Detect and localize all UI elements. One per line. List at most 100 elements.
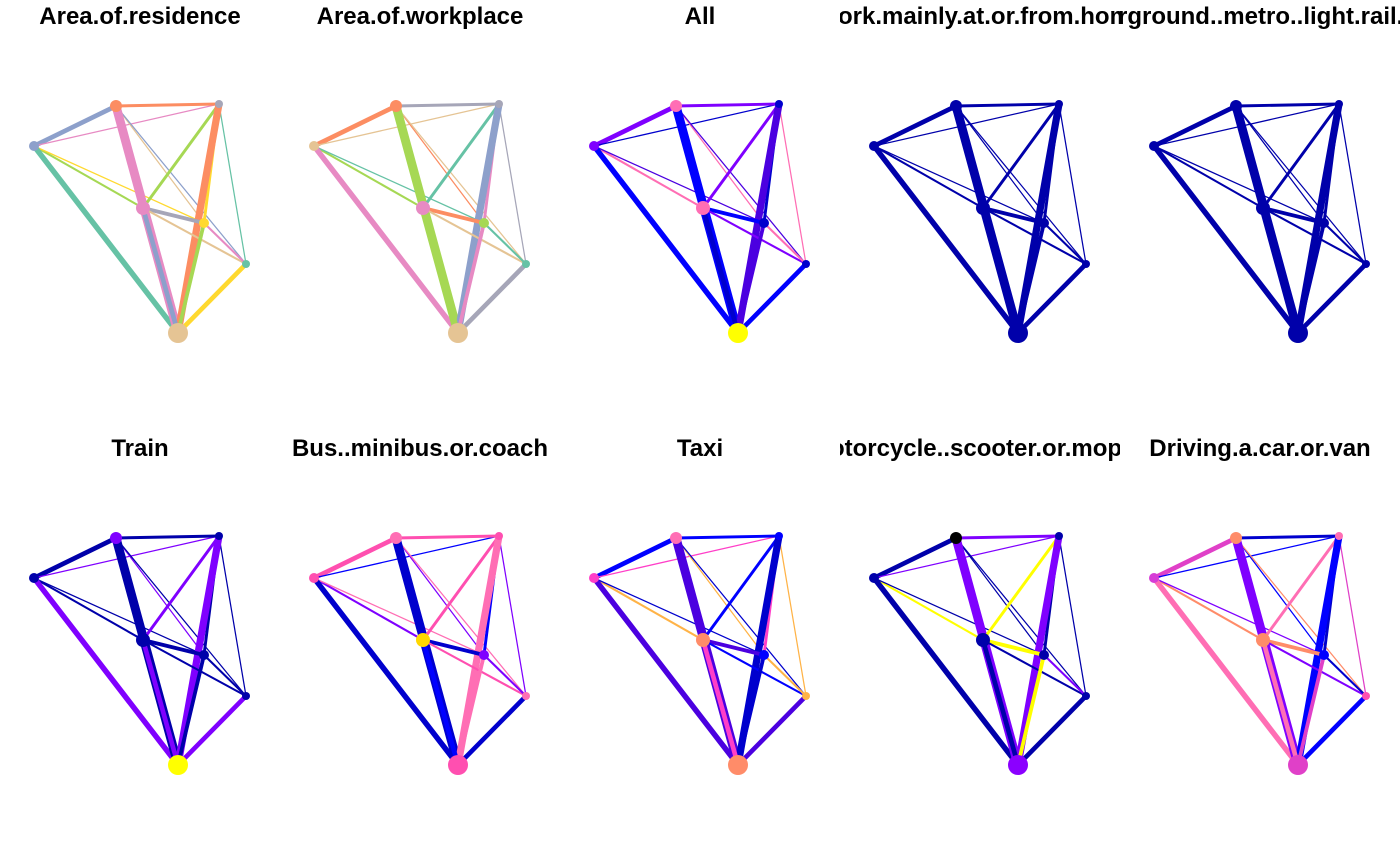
network-edge — [1338, 103, 1367, 265]
network-node — [1362, 260, 1370, 268]
network-edge — [1235, 105, 1367, 265]
network-edge — [174, 100, 223, 337]
network-node — [976, 633, 990, 647]
network-edge — [456, 653, 486, 767]
network-edge — [218, 103, 247, 265]
network-edge — [1234, 102, 1341, 108]
network-edge — [981, 206, 1046, 225]
network-edge — [394, 102, 501, 108]
network-node — [728, 755, 748, 775]
network-edge — [114, 102, 221, 108]
network-edge — [701, 638, 766, 657]
network-edge — [482, 653, 528, 698]
network-edge — [1152, 144, 1265, 210]
network-node — [950, 100, 962, 112]
network-edge — [141, 206, 206, 225]
network-node — [416, 633, 430, 647]
network-node — [1256, 633, 1270, 647]
network-edge — [593, 103, 780, 147]
network-graph — [29, 100, 250, 343]
network-node — [589, 573, 599, 583]
network-edge — [176, 221, 206, 335]
network-edge — [421, 638, 486, 657]
network-edge — [141, 534, 221, 642]
network-graph — [1149, 532, 1370, 775]
network-edge — [313, 577, 485, 656]
network-edge — [1235, 537, 1367, 697]
panel-title: Train — [111, 435, 169, 462]
network-edge — [1261, 638, 1368, 698]
network-edge — [33, 103, 220, 147]
network-edge — [394, 534, 501, 540]
network-edge — [421, 638, 528, 698]
network-node — [136, 201, 150, 215]
network-edge — [174, 532, 223, 769]
network-edge — [33, 535, 220, 579]
network-edge — [675, 537, 807, 697]
network-edge — [455, 693, 529, 768]
network-edge — [31, 575, 181, 768]
network-edge — [32, 576, 145, 642]
network-edge — [701, 638, 808, 698]
network-edge — [592, 576, 705, 642]
network-edge — [1235, 537, 1325, 656]
network-node — [802, 260, 810, 268]
network-edge — [1016, 653, 1046, 767]
panel-title: Taxi — [676, 435, 724, 462]
network-edge — [871, 143, 1021, 336]
network-edge — [311, 535, 399, 581]
network-node — [522, 260, 530, 268]
network-edge — [313, 535, 500, 579]
network-edge — [1153, 103, 1340, 147]
network-node — [309, 573, 319, 583]
network-node — [1362, 692, 1370, 700]
panel-title: Motorcycle..scooter.or.moped — [840, 435, 1120, 462]
network-edge — [1153, 145, 1325, 224]
network-node — [448, 755, 468, 775]
network-edge — [1294, 100, 1343, 337]
network-node — [199, 218, 209, 228]
network-edge — [675, 105, 765, 224]
network-edge — [395, 105, 485, 224]
network-edge — [115, 537, 247, 697]
network-edge — [593, 577, 765, 656]
network-edge — [674, 534, 781, 540]
network-edge — [141, 638, 248, 698]
network-edge — [871, 103, 959, 149]
network-edge — [140, 205, 181, 336]
network-edge — [734, 100, 783, 337]
network-edge — [873, 145, 1045, 224]
network-edge — [871, 575, 1021, 768]
network-edge — [482, 221, 528, 266]
network-graph — [309, 100, 530, 343]
network-node — [775, 100, 783, 108]
network-node — [215, 100, 223, 108]
network-edge — [115, 537, 205, 656]
network-edge — [762, 221, 808, 266]
network-edge — [955, 537, 1087, 697]
network-edge — [421, 206, 486, 225]
network-edge — [33, 145, 205, 224]
network-edge — [701, 206, 808, 266]
network-edge — [1151, 103, 1239, 149]
network-node — [168, 755, 188, 775]
network-node — [1335, 532, 1343, 540]
panel-taxi: Taxi — [560, 432, 840, 864]
network-edge — [701, 534, 781, 642]
panel-title: Area.of.workplace — [316, 3, 524, 30]
network-node — [869, 141, 879, 151]
network-edge — [114, 534, 221, 540]
network-edge — [1153, 577, 1325, 656]
panel-title: Bus..minibus.or.coach — [291, 435, 549, 462]
network-edge — [421, 534, 501, 642]
network-node — [1149, 573, 1159, 583]
network-node — [670, 532, 682, 544]
network-node — [775, 532, 783, 540]
network-edge — [141, 206, 248, 266]
network-graph — [309, 532, 530, 775]
network-edge — [675, 537, 765, 656]
network-edge — [31, 143, 181, 336]
network-node — [199, 650, 209, 660]
network-edge — [1152, 576, 1265, 642]
